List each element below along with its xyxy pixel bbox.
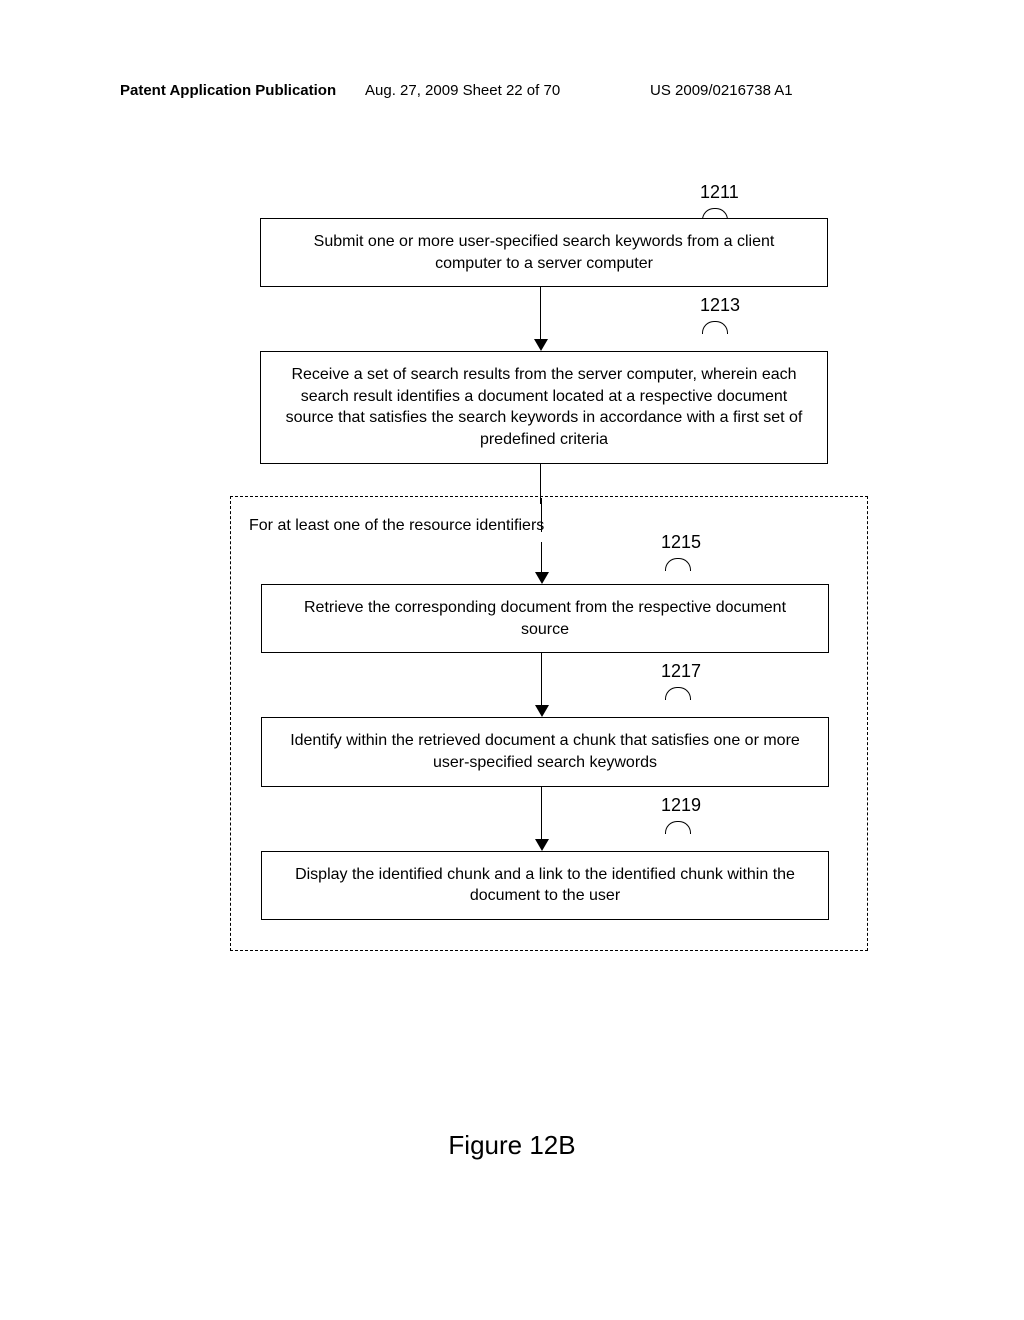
box-1213: Receive a set of search results from the… xyxy=(260,351,828,463)
ref-label-1217: 1217 xyxy=(661,661,701,682)
arrow-1215-1217: 1217 xyxy=(249,653,849,723)
ref-label-1213: 1213 xyxy=(700,295,740,316)
ref-bump-1215 xyxy=(665,558,691,571)
figure-caption: Figure 12B xyxy=(0,1130,1024,1161)
ref-label-1211: 1211 xyxy=(700,182,739,203)
loop-label: For at least one of the resource identif… xyxy=(249,515,849,537)
header-date-sheet: Aug. 27, 2009 Sheet 22 of 70 xyxy=(365,82,560,99)
ref-bump-1217 xyxy=(665,687,691,700)
flowchart: 1211 Submit one or more user-specified s… xyxy=(230,180,870,951)
header-publication: Patent Application Publication xyxy=(120,82,336,99)
header-patent-number: US 2009/0216738 A1 xyxy=(650,82,793,99)
ref-label-1215: 1215 xyxy=(661,532,701,553)
arrow-into-1215: 1215 xyxy=(249,542,849,590)
box-1217: Identify within the retrieved document a… xyxy=(261,717,829,786)
arrow-1211-1213: 1213 xyxy=(230,287,870,357)
arrow-1217-1219: 1219 xyxy=(249,787,849,857)
ref-bump-1219 xyxy=(665,821,691,834)
ref-label-1219: 1219 xyxy=(661,795,701,816)
loop-region: For at least one of the resource identif… xyxy=(230,496,868,951)
box-1215: Retrieve the corresponding document from… xyxy=(261,584,829,653)
box-1219: Display the identified chunk and a link … xyxy=(261,851,829,920)
ref-bump-1213 xyxy=(702,321,728,334)
box-1211: Submit one or more user-specified search… xyxy=(260,218,828,287)
